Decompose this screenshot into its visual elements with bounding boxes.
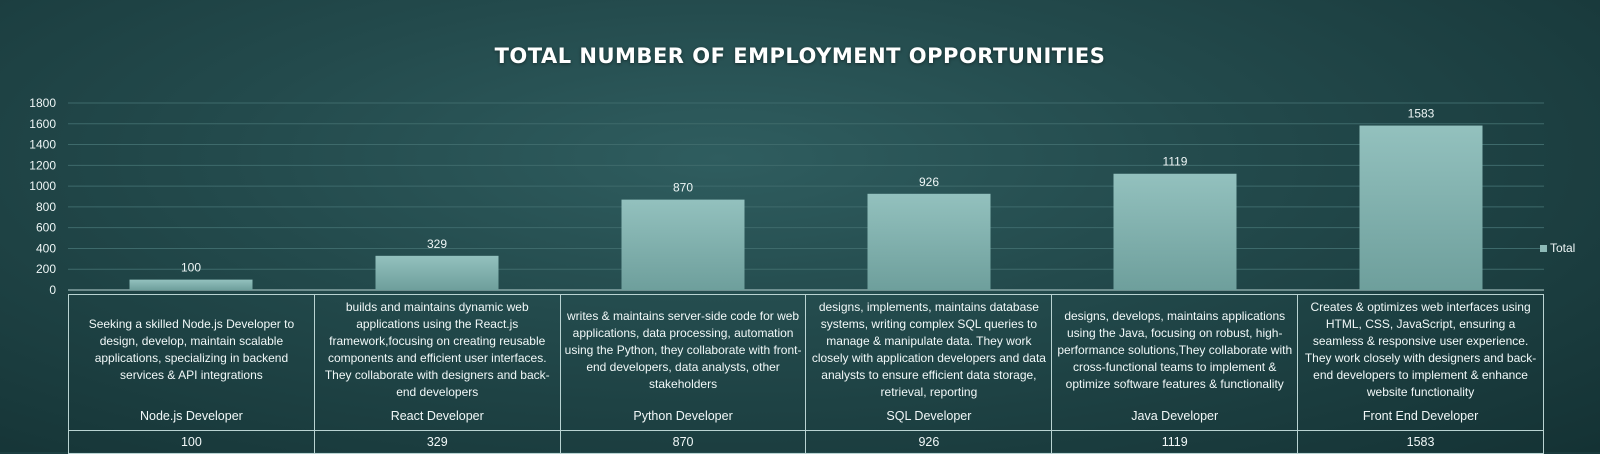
legend-swatch xyxy=(1540,244,1547,252)
category-label: SQL Developer xyxy=(886,409,972,423)
legend-label: Total xyxy=(1550,241,1576,255)
data-table: Seeking a skilled Node.js Developer to d… xyxy=(68,294,1544,454)
y-tick-label: 800 xyxy=(36,200,56,214)
category-label: Python Developer xyxy=(633,409,733,423)
y-tick-label: 400 xyxy=(36,241,56,255)
bar xyxy=(1359,125,1483,291)
table-value: 870 xyxy=(559,430,807,454)
category-cell: Creates & optimizes web interfaces using… xyxy=(1297,294,1544,431)
chart-title: TOTAL NUMBER OF EMPLOYMENT OPPORTUNITIES xyxy=(494,44,1106,68)
y-tick-label: 1600 xyxy=(29,117,56,131)
category-cell: Seeking a skilled Node.js Developer to d… xyxy=(68,294,315,431)
data-label: 100 xyxy=(181,261,201,275)
y-tick-label: 1000 xyxy=(29,179,56,193)
table-value: 1583 xyxy=(1297,430,1544,454)
bar xyxy=(621,199,745,290)
bar xyxy=(375,255,499,290)
category-label: Node.js Developer xyxy=(139,409,243,423)
data-label: 870 xyxy=(673,181,693,195)
legend: Total xyxy=(1540,241,1575,255)
table-value: 329 xyxy=(313,430,561,454)
category-label: Java Developer xyxy=(1131,409,1219,423)
y-tick-label: 1400 xyxy=(29,138,56,152)
description-row: Seeking a skilled Node.js Developer to d… xyxy=(68,294,1544,431)
bar xyxy=(129,279,253,290)
data-label: 329 xyxy=(427,237,447,251)
category-cell: designs, implements, maintains database … xyxy=(805,294,1053,431)
category-cell: writes & maintains server-side code for … xyxy=(559,294,807,431)
category-label: Front End Developer xyxy=(1362,409,1479,423)
y-tick-label: 600 xyxy=(36,221,56,235)
category-cell: builds and maintains dynamic web applica… xyxy=(313,294,561,431)
category-label: React Developer xyxy=(390,409,484,423)
category-description: Creates & optimizes web interfaces using… xyxy=(1304,300,1537,399)
data-label: 926 xyxy=(919,175,939,189)
category-description: designs, implements, maintains database … xyxy=(811,300,1046,399)
category-description: designs, develops, maintains application… xyxy=(1057,308,1293,391)
y-tick-label: 200 xyxy=(36,262,56,276)
y-tick-label: 0 xyxy=(49,283,56,297)
bar xyxy=(867,193,991,290)
category-description: Seeking a skilled Node.js Developer to d… xyxy=(88,317,295,382)
category-description: builds and maintains dynamic web applica… xyxy=(324,300,550,399)
value-row: 100 329 870 926 1119 1583 xyxy=(68,430,1544,454)
y-tick-label: 1200 xyxy=(29,158,56,172)
bar xyxy=(1113,173,1237,290)
table-value: 100 xyxy=(68,430,315,454)
table-value: 1119 xyxy=(1051,430,1299,454)
data-label: 1119 xyxy=(1163,155,1188,169)
category-cell: designs, develops, maintains application… xyxy=(1051,294,1299,431)
y-tick-label: 1800 xyxy=(29,96,56,110)
data-label: 1583 xyxy=(1408,107,1435,121)
table-value: 926 xyxy=(805,430,1053,454)
category-description: writes & maintains server-side code for … xyxy=(564,308,802,391)
